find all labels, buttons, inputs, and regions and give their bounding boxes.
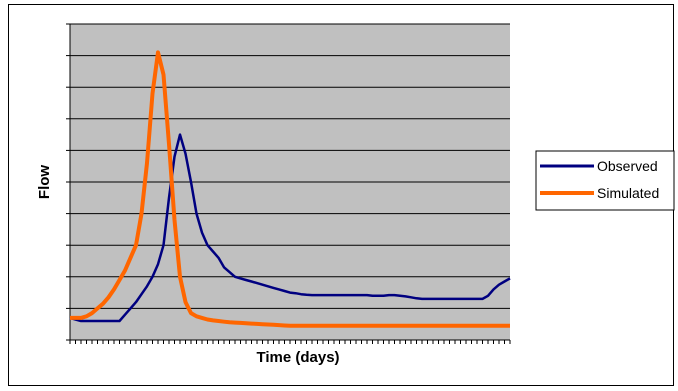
x-axis-title: Time (days) (256, 349, 339, 366)
series-line-observed (69, 133, 511, 323)
axes (66, 23, 511, 344)
legend: Observed Simulated (535, 150, 675, 211)
legend-label-observed: Observed (597, 158, 658, 174)
series-lines (69, 50, 511, 328)
legend-label-simulated: Simulated (597, 185, 659, 201)
y-axis-title: Flow (36, 165, 53, 199)
legend-box (535, 150, 675, 211)
series-line-simulated (70, 50, 510, 328)
gridlines (70, 23, 510, 309)
